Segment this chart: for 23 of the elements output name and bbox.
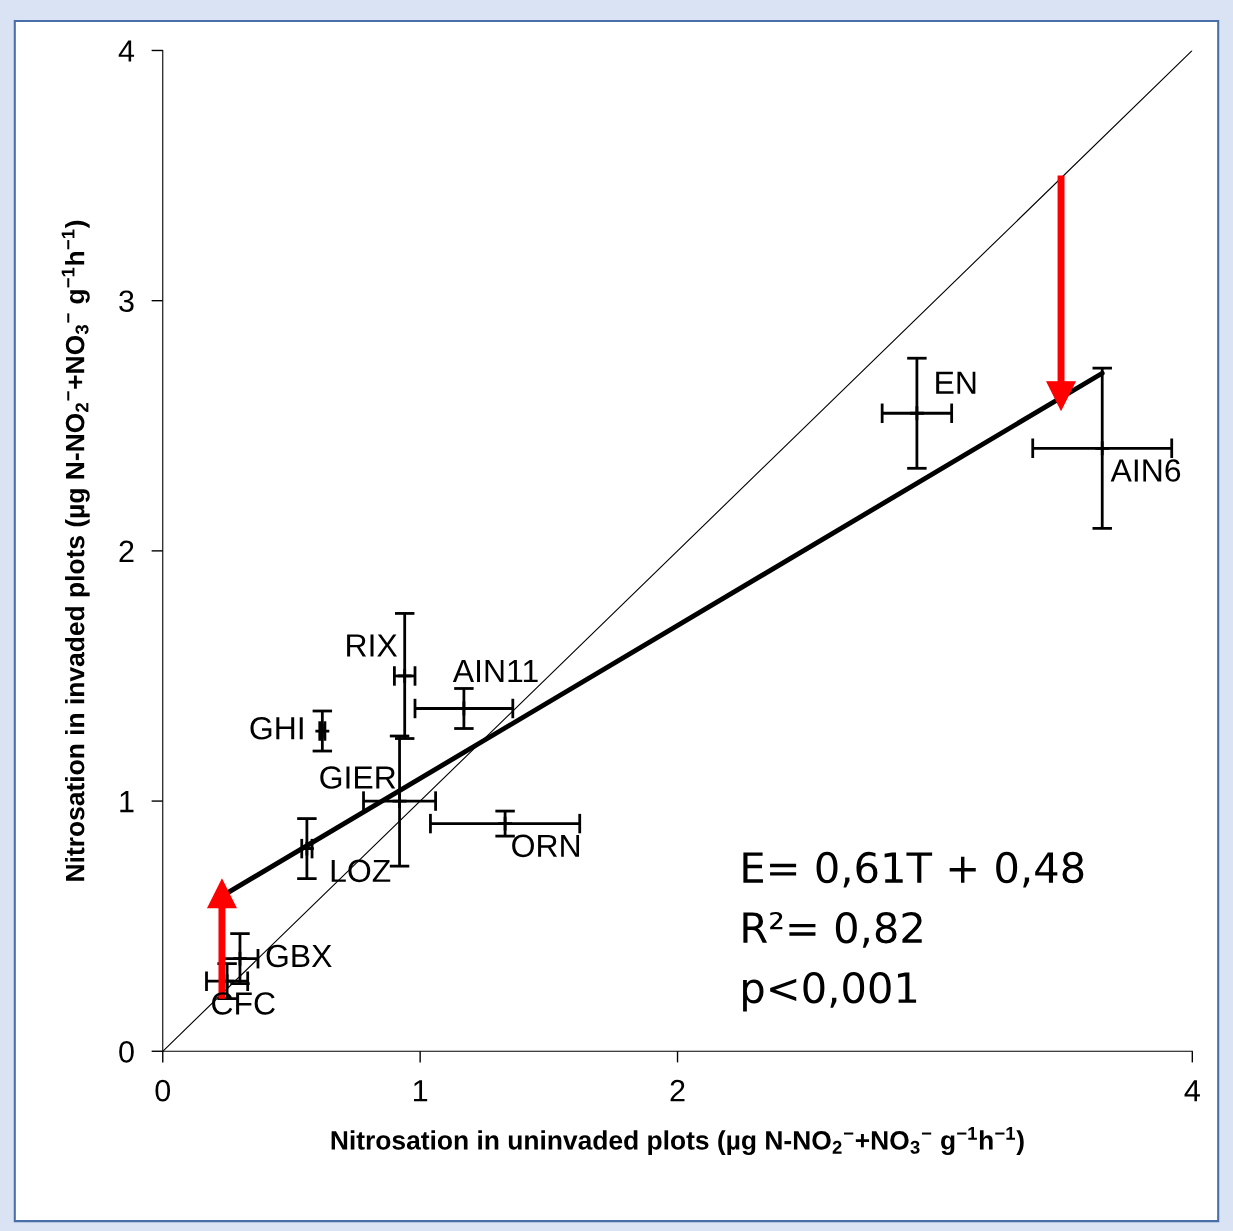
annotation: GIER — [320, 766, 396, 789]
annotation: RIX — [347, 634, 398, 657]
y-tick-label: 3 — [119, 290, 134, 313]
annotation: R²= 0,82 — [743, 911, 922, 948]
annotation: EN — [936, 371, 976, 394]
y-tick-label: 0 — [119, 1041, 134, 1063]
annotation: ORN — [512, 834, 580, 858]
x-tick-label: 4 — [1184, 1080, 1200, 1102]
y-tick-label: 4 — [118, 40, 135, 62]
x-tick-label: 0 — [155, 1079, 171, 1102]
x-tick-label: 1 — [413, 1080, 428, 1102]
annotation: E= 0,61T + 0,48 — [743, 851, 1084, 888]
y-tick-label: 2 — [119, 540, 134, 562]
annotation: CFC — [212, 992, 275, 1015]
annotation: p<0,001 — [743, 971, 917, 1012]
annotation: AIN6 — [1110, 459, 1181, 482]
annotation: GBX — [266, 944, 332, 968]
y-tick-label: 1 — [120, 791, 134, 813]
text: Nitrosation in uninvaded plots (µg N-NO$_{2}$$^{−}$+NO$_{3}$$^{−}$ g$^{−1}$h$^{−1}$) — [331, 1126, 1024, 1156]
text: Nitrosation in invaded plots (µg N-NO$_{2}$$^{−}$+NO$_{3}$$^{−}$ g$^{−1}$h$^{−1}$) — [61, 220, 90, 881]
annotation: AIN11 — [452, 660, 538, 683]
x-tick-label: 2 — [670, 1079, 685, 1102]
annotation: GHI — [250, 716, 303, 740]
